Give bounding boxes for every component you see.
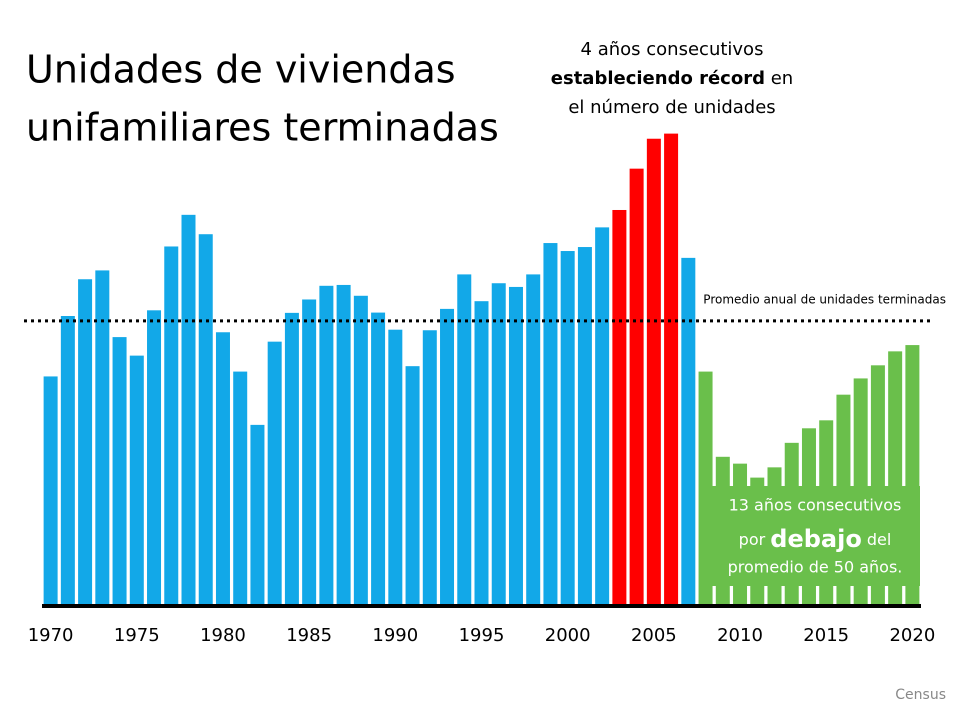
bar xyxy=(664,133,679,606)
bar xyxy=(233,371,248,605)
bar xyxy=(491,283,506,605)
bar xyxy=(681,257,696,605)
x-tick-label: 1980 xyxy=(200,625,246,646)
annotation: 13 años consecutivos xyxy=(729,496,902,515)
x-tick-label: 2010 xyxy=(717,625,763,646)
bar xyxy=(147,310,162,605)
bar xyxy=(60,316,75,605)
bar xyxy=(646,138,661,606)
bar xyxy=(215,332,230,605)
x-tick-label: 1985 xyxy=(286,625,332,646)
bar xyxy=(595,227,610,605)
reference-label: Promedio anual de unidades terminadas xyxy=(703,292,946,306)
bar xyxy=(474,301,489,605)
bar xyxy=(560,251,575,605)
bar xyxy=(405,366,420,605)
bar xyxy=(371,312,386,605)
bar xyxy=(198,234,213,605)
bar xyxy=(112,337,127,605)
bar xyxy=(250,424,265,605)
x-tick-label: 1990 xyxy=(372,625,418,646)
annotation: 4 años consecutivos xyxy=(581,39,764,60)
x-tick-label: 1975 xyxy=(114,625,160,646)
bar xyxy=(457,274,472,605)
annotation-bold: estableciendo récord xyxy=(551,68,765,89)
bar xyxy=(440,308,455,605)
annotation: del xyxy=(862,530,892,549)
chart-title: Unidades de viviendas xyxy=(26,48,456,92)
x-tick-label: 2015 xyxy=(803,625,849,646)
bar xyxy=(164,246,179,605)
annotation-bold: debajo xyxy=(770,525,862,553)
annotation: promedio de 50 años. xyxy=(728,558,903,577)
annotation: por xyxy=(739,530,771,549)
annotation: en xyxy=(765,68,793,89)
bar xyxy=(302,299,317,605)
source: Census xyxy=(895,687,946,703)
bar xyxy=(319,285,334,605)
bar xyxy=(43,376,58,605)
bar xyxy=(95,270,110,605)
annotation-box xyxy=(710,486,920,586)
bar xyxy=(78,279,93,605)
x-tick-label: 1995 xyxy=(459,625,505,646)
bar xyxy=(336,284,351,605)
bar xyxy=(629,168,644,606)
annotation: estableciendo récord en xyxy=(551,68,793,89)
bar xyxy=(353,295,368,605)
bar xyxy=(612,209,627,606)
bar xyxy=(181,214,196,605)
bar xyxy=(284,312,299,605)
x-tick-label: 1970 xyxy=(28,625,74,646)
x-tick-label: 2000 xyxy=(545,625,591,646)
chart-title: unifamiliares terminadas xyxy=(26,106,499,150)
annotation: por debajo del xyxy=(739,525,892,553)
bar xyxy=(267,341,282,605)
bar xyxy=(508,286,523,605)
bar xyxy=(526,274,541,605)
annotation: el número de unidades xyxy=(568,97,775,118)
bar xyxy=(698,371,713,605)
bar xyxy=(577,247,592,606)
bar xyxy=(422,330,437,605)
bar xyxy=(388,329,403,605)
x-tick-label: 2020 xyxy=(889,625,935,646)
x-tick-label: 2005 xyxy=(631,625,677,646)
bar xyxy=(129,355,144,605)
bar xyxy=(543,243,558,606)
